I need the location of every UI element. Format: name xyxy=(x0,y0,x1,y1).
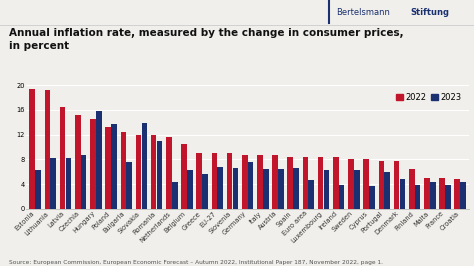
Bar xyxy=(287,157,293,209)
Bar xyxy=(60,107,65,209)
Bar xyxy=(364,159,369,209)
Bar xyxy=(439,178,445,209)
Bar xyxy=(187,171,193,209)
Bar xyxy=(354,171,360,209)
Bar xyxy=(96,111,101,209)
Bar xyxy=(50,158,56,209)
Legend: 2022, 2023: 2022, 2023 xyxy=(393,89,465,105)
Bar xyxy=(65,158,71,209)
Text: Bertelsmann: Bertelsmann xyxy=(337,8,391,17)
Bar xyxy=(45,90,50,209)
Text: Source: European Commission, European Economic Forecast – Autumn 2022, Instituti: Source: European Commission, European Ec… xyxy=(9,260,383,265)
Bar xyxy=(166,137,172,209)
Bar xyxy=(263,169,269,209)
Bar xyxy=(120,132,126,209)
Bar xyxy=(455,178,460,209)
Bar xyxy=(157,141,162,209)
Bar xyxy=(105,127,111,209)
Bar xyxy=(445,185,451,209)
Bar xyxy=(409,169,414,209)
Bar xyxy=(90,119,96,209)
Bar xyxy=(348,159,354,209)
Bar xyxy=(339,185,345,209)
Bar xyxy=(233,168,238,209)
Bar xyxy=(384,172,390,209)
Bar xyxy=(75,115,81,209)
Bar xyxy=(302,157,308,209)
Bar xyxy=(35,171,41,209)
Bar xyxy=(293,168,299,209)
Bar xyxy=(257,155,263,209)
Bar xyxy=(394,161,399,209)
Bar xyxy=(127,163,132,209)
Bar xyxy=(278,169,284,209)
Bar xyxy=(227,153,232,209)
Bar xyxy=(400,178,405,209)
Text: Annual inflation rate, measured by the change in consumer prices,
in percent: Annual inflation rate, measured by the c… xyxy=(9,28,404,51)
Bar xyxy=(333,157,338,209)
Bar xyxy=(415,185,420,209)
Bar xyxy=(181,144,187,209)
Bar xyxy=(151,135,156,209)
Bar xyxy=(196,153,202,209)
Bar xyxy=(424,178,430,209)
Bar xyxy=(379,161,384,209)
Bar xyxy=(142,123,147,209)
Bar xyxy=(218,167,223,209)
Bar xyxy=(111,124,117,209)
Bar xyxy=(272,155,278,209)
Bar xyxy=(172,182,177,209)
Bar xyxy=(211,153,217,209)
Bar xyxy=(430,182,436,209)
Bar xyxy=(81,155,86,209)
Bar xyxy=(460,182,466,209)
Bar xyxy=(318,157,323,209)
Bar xyxy=(324,170,329,209)
Bar xyxy=(309,180,314,209)
Bar xyxy=(248,162,254,209)
Bar xyxy=(202,174,208,209)
Bar xyxy=(369,186,375,209)
Bar xyxy=(242,155,247,209)
Bar xyxy=(136,135,141,209)
Bar xyxy=(29,89,35,209)
Text: Stiftung: Stiftung xyxy=(410,8,449,17)
